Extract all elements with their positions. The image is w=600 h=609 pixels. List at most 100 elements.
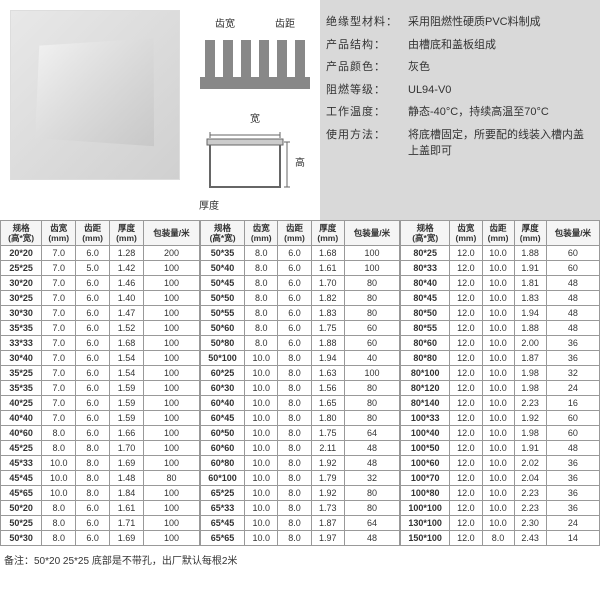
table-cell: 32 [546,366,599,381]
table-cell: 6.0 [278,321,311,336]
table-cell: 7.0 [42,351,76,366]
table-cell: 10.0 [482,321,514,336]
table-cell: 7.0 [42,321,76,336]
table-cell: 64 [344,426,399,441]
table-cell: 48 [546,306,599,321]
table-cell: 30*25 [1,291,42,306]
table-cell: 1.70 [311,276,344,291]
table-cell: 50*45 [201,276,245,291]
table-row: 100*6012.010.02.0236 [401,456,600,471]
table-header: 包装量/米 [143,221,199,246]
table-cell: 12.0 [450,381,482,396]
table-cell: 1.59 [110,381,144,396]
table-cell: 1.71 [110,516,144,531]
table-cell: 48 [546,291,599,306]
table-cell: 6.0 [76,411,110,426]
spec-row: 产品颜色：灰色 [326,59,594,76]
table-header: 规格(高*宽) [401,221,450,246]
table-cell: 33*33 [1,336,42,351]
table-wrap: 规格(高*宽)齿宽(mm)齿距(mm)厚度(mm)包装量/米20*207.06.… [0,220,600,546]
spec-table: 规格(高*宽)齿宽(mm)齿距(mm)厚度(mm)包装量/米50*358.06.… [200,220,400,546]
table-cell: 10.0 [245,396,278,411]
table-cell: 7.0 [42,336,76,351]
table-cell: 48 [546,321,599,336]
table-cell: 8.0 [278,396,311,411]
table-cell: 36 [546,336,599,351]
table-cell: 2.11 [311,441,344,456]
table-cell: 80*55 [401,321,450,336]
bottom-diagram: 宽 高 厚度 [195,108,315,208]
table-cell: 10.0 [482,501,514,516]
table-cell: 12.0 [450,456,482,471]
table-cell: 10.0 [245,531,278,546]
table-row: 30*207.06.01.46100 [1,276,200,291]
table-cell: 80*100 [401,366,450,381]
table-cell: 10.0 [42,456,76,471]
table-cell: 6.0 [76,306,110,321]
table-cell: 12.0 [450,291,482,306]
table-cell: 6.0 [76,426,110,441]
table-cell: 10.0 [245,366,278,381]
table-cell: 24 [546,516,599,531]
table-cell: 50*40 [201,261,245,276]
table-row: 100*4012.010.01.9860 [401,426,600,441]
table-cell: 100*80 [401,486,450,501]
table-cell: 2.23 [514,486,546,501]
table-cell: 1.98 [514,426,546,441]
table-row: 50*308.06.01.69100 [1,531,200,546]
table-cell: 14 [546,531,599,546]
table-cell: 10.0 [482,381,514,396]
spec-value: 将底槽固定，所要配的线装入槽内盖上盖即可 [408,127,594,160]
table-cell: 100 [143,351,199,366]
table-cell: 30*40 [1,351,42,366]
table-cell: 1.75 [311,321,344,336]
table-cell: 1.91 [514,261,546,276]
table-row: 100*7012.010.02.0436 [401,471,600,486]
table-cell: 6.0 [76,336,110,351]
table-cell: 80*60 [401,336,450,351]
table-cell: 8.0 [245,261,278,276]
table-cell: 100*60 [401,456,450,471]
table-row: 80*6012.010.02.0036 [401,336,600,351]
table-row: 30*307.06.01.47100 [1,306,200,321]
table-cell: 8.0 [245,336,278,351]
table-cell: 2.23 [514,396,546,411]
table-row: 50*408.06.01.61100 [201,261,400,276]
table-cell: 10.0 [482,276,514,291]
table-row: 50*558.06.01.8380 [201,306,400,321]
table-cell: 10.0 [245,441,278,456]
table-cell: 45*65 [1,486,42,501]
table-cell: 1.94 [311,351,344,366]
table-row: 80*4512.010.01.8348 [401,291,600,306]
table-cell: 100 [143,396,199,411]
table-cell: 100 [143,516,199,531]
table-cell: 12.0 [450,426,482,441]
table-cell: 100 [344,261,399,276]
spec-key: 绝缘型材料： [326,14,408,31]
table-cell: 7.0 [42,396,76,411]
spec-key: 产品颜色： [326,59,408,76]
table-cell: 45*25 [1,441,42,456]
spec-row: 使用方法：将底槽固定，所要配的线装入槽内盖上盖即可 [326,127,594,160]
table-cell: 7.0 [42,246,76,261]
table-cell: 12.0 [450,321,482,336]
table-cell: 35*35 [1,381,42,396]
table-cell: 65*65 [201,531,245,546]
table-cell: 10.0 [482,486,514,501]
table-row: 65*2510.08.01.9280 [201,486,400,501]
table-cell: 1.88 [514,246,546,261]
table-row: 33*337.06.01.68100 [1,336,200,351]
table-cell: 6.0 [76,351,110,366]
tooth-pitch-label: 齿距 [275,15,295,30]
table-cell: 50*20 [1,501,42,516]
table-cell: 1.70 [110,441,144,456]
table-cell: 1.75 [311,426,344,441]
table-header: 齿宽(mm) [450,221,482,246]
table-cell: 1.84 [110,486,144,501]
table-cell: 130*100 [401,516,450,531]
table-cell: 8.0 [42,501,76,516]
table-cell: 6.0 [76,396,110,411]
table-cell: 60 [344,321,399,336]
table-cell: 40*60 [1,426,42,441]
table-cell: 8.0 [278,426,311,441]
